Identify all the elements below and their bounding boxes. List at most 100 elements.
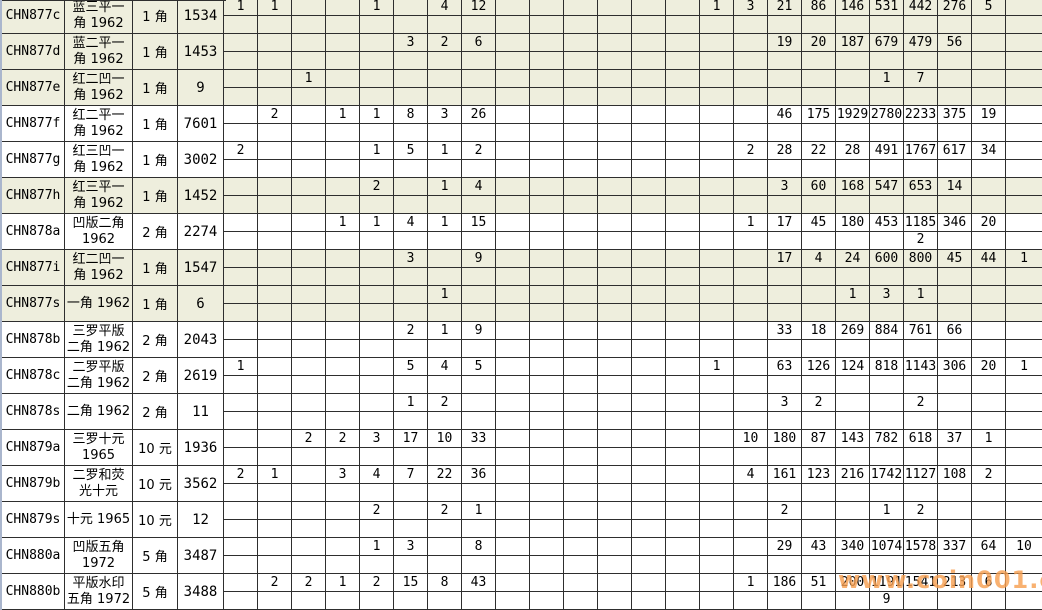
pop-cell: 818 xyxy=(870,358,904,393)
pop-value-secondary xyxy=(632,412,665,429)
pop-value-secondary xyxy=(700,340,733,357)
pop-cell: 10 xyxy=(428,430,462,465)
code-cell[interactable]: CHN877c xyxy=(2,0,65,33)
pop-value xyxy=(326,286,359,304)
code-cell[interactable]: CHN880b xyxy=(2,574,65,609)
pop-value-secondary xyxy=(1006,520,1042,537)
pop-value-secondary xyxy=(462,268,495,285)
pop-value-secondary xyxy=(666,520,699,537)
code-cell[interactable]: CHN877g xyxy=(2,142,65,177)
pop-value: 4 xyxy=(462,178,495,196)
code-cell[interactable]: CHN878b xyxy=(2,322,65,357)
pop-value xyxy=(836,502,869,520)
pop-cell: 1 xyxy=(326,214,360,249)
code-cell[interactable]: CHN877i xyxy=(2,250,65,285)
denom-cell: 1 角 xyxy=(133,0,178,33)
pop-value: 479 xyxy=(904,34,937,52)
denom-cell: 1 角 xyxy=(133,286,178,321)
pop-value-secondary xyxy=(700,412,733,429)
pop-cell xyxy=(632,574,666,609)
pop-value-secondary xyxy=(326,412,359,429)
pop-value xyxy=(496,538,529,556)
pop-cell: 3 xyxy=(768,394,802,429)
pop-cell: 186 xyxy=(768,574,802,609)
pop-value-secondary xyxy=(734,52,767,69)
pop-cell: 1 xyxy=(360,214,394,249)
pop-value-secondary xyxy=(836,412,869,429)
code-cell[interactable]: CHN878c xyxy=(2,358,65,393)
pop-value xyxy=(972,322,1005,340)
pop-value: 3 xyxy=(768,178,801,196)
pop-value-secondary xyxy=(1006,88,1042,105)
pop-cell xyxy=(496,34,530,69)
pop-value: 1578 xyxy=(904,539,937,556)
code-cell[interactable]: CHN879s xyxy=(2,502,65,537)
pop-cell: 123 xyxy=(802,466,836,501)
pop-value xyxy=(598,574,631,592)
pop-value xyxy=(326,34,359,52)
pop-value-secondary xyxy=(904,376,937,393)
pop-value xyxy=(632,178,665,196)
pop-value xyxy=(394,0,427,16)
pop-cell xyxy=(496,538,530,573)
code-cell[interactable]: CHN879a xyxy=(2,430,65,465)
pop-value-secondary xyxy=(462,88,495,105)
code-cell[interactable]: CHN877s xyxy=(2,286,65,321)
pop-value-secondary xyxy=(632,88,665,105)
pop-value: 86 xyxy=(802,0,835,16)
pop-value xyxy=(258,34,291,52)
pop-value-secondary xyxy=(632,556,665,573)
pop-value xyxy=(224,286,257,304)
pop-value-secondary xyxy=(904,484,937,501)
code-cell[interactable]: CHN877d xyxy=(2,34,65,69)
pop-cell xyxy=(326,34,360,69)
code-cell[interactable]: CHN877f xyxy=(2,106,65,141)
pop-value xyxy=(462,70,495,88)
pop-value-secondary xyxy=(428,88,461,105)
pop-value-secondary xyxy=(598,484,631,501)
pop-cell xyxy=(734,286,768,321)
pop-cell xyxy=(258,142,292,177)
pop-cell xyxy=(564,142,598,177)
pop-value-secondary xyxy=(666,52,699,69)
pop-value-secondary xyxy=(530,556,563,573)
pop-cell xyxy=(768,70,802,105)
pop-value: 143 xyxy=(836,430,869,448)
pop-cell: 7 xyxy=(904,70,938,105)
pop-value-secondary xyxy=(632,52,665,69)
pop-cell xyxy=(598,538,632,573)
code-cell[interactable]: CHN880a xyxy=(2,538,65,573)
pop-cell xyxy=(632,430,666,465)
pop-value-secondary xyxy=(326,304,359,321)
code-cell[interactable]: CHN877h xyxy=(2,178,65,213)
pop-cell xyxy=(496,574,530,609)
pop-value-secondary xyxy=(836,304,869,321)
code-cell[interactable]: CHN877e xyxy=(2,70,65,105)
pop-value-secondary xyxy=(394,304,427,321)
pop-value-secondary xyxy=(666,16,699,33)
pop-value xyxy=(394,70,427,88)
pop-value xyxy=(530,214,563,232)
code-cell[interactable]: CHN878a xyxy=(2,214,65,249)
pop-cell: 761 xyxy=(904,322,938,357)
pop-value: 2 xyxy=(904,502,937,520)
pop-value: 1 xyxy=(428,322,461,340)
pop-value-secondary xyxy=(462,520,495,537)
pop-value xyxy=(326,322,359,340)
pop-value-secondary xyxy=(258,16,291,33)
pop-cell: 782 xyxy=(870,430,904,465)
code-cell[interactable]: CHN879b xyxy=(2,466,65,501)
pop-value-secondary xyxy=(1006,592,1042,609)
pop-value xyxy=(972,286,1005,304)
pop-cell xyxy=(258,502,292,537)
pop-cell xyxy=(564,34,598,69)
pop-value-secondary xyxy=(598,448,631,465)
pop-cell xyxy=(632,394,666,429)
pop-value xyxy=(564,178,597,196)
code-cell[interactable]: CHN878s xyxy=(2,394,65,429)
pop-cell: 17 xyxy=(394,430,428,465)
pop-cell xyxy=(802,286,836,321)
pop-value-secondary xyxy=(258,304,291,321)
pop-value-secondary xyxy=(904,160,937,177)
pop-cell: 6 xyxy=(462,34,496,69)
